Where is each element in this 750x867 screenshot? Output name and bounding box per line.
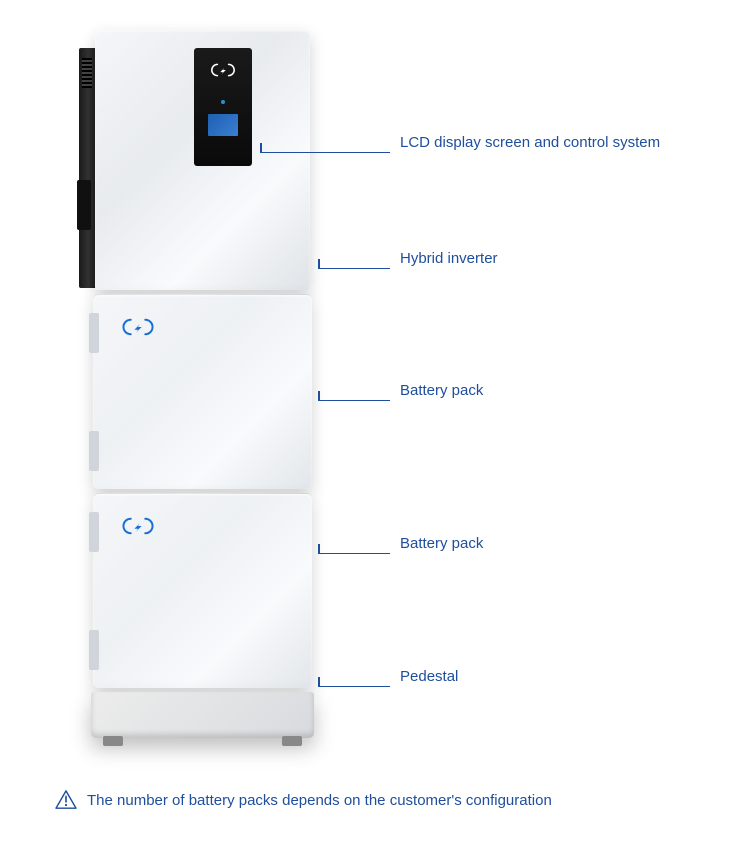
callout-line xyxy=(260,152,390,153)
side-connector xyxy=(77,180,91,230)
callout-1: Hybrid inverter xyxy=(318,250,498,269)
battery-side-bracket xyxy=(89,512,99,552)
lcd-indicator-led xyxy=(221,100,225,104)
lcd-screen xyxy=(208,114,238,136)
battery-side-bracket xyxy=(89,313,99,353)
pedestal-foot xyxy=(103,736,123,746)
battery-side-bracket xyxy=(89,431,99,471)
footer-text: The number of battery packs depends on t… xyxy=(87,792,552,809)
side-vents xyxy=(82,58,92,88)
pedestal-base xyxy=(91,692,314,738)
callout-label: Pedestal xyxy=(390,668,458,687)
callout-4: Pedestal xyxy=(318,668,458,687)
callout-tick xyxy=(318,259,320,269)
brand-logo-icon xyxy=(119,317,157,337)
battery-pack-2 xyxy=(93,493,312,688)
product-diagram: LCD display screen and control system Hyb… xyxy=(0,0,750,780)
brand-logo-icon xyxy=(119,516,157,536)
warning-icon xyxy=(55,790,77,810)
callout-label: Battery pack xyxy=(390,382,483,401)
callout-0: LCD display screen and control system xyxy=(260,134,660,153)
footer-note: The number of battery packs depends on t… xyxy=(55,790,552,810)
lcd-panel xyxy=(194,48,252,166)
callout-label: LCD display screen and control system xyxy=(390,134,660,153)
callout-line xyxy=(318,400,390,401)
battery-side-bracket xyxy=(89,630,99,670)
callout-tick xyxy=(260,143,262,153)
callout-2: Battery pack xyxy=(318,382,483,401)
callout-3: Battery pack xyxy=(318,535,483,554)
callout-line xyxy=(318,686,390,687)
pedestal-foot xyxy=(282,736,302,746)
callout-tick xyxy=(318,391,320,401)
callout-tick xyxy=(318,677,320,687)
callout-line xyxy=(318,268,390,269)
hybrid-inverter-unit xyxy=(95,30,310,290)
brand-logo-icon xyxy=(209,62,237,78)
callout-tick xyxy=(318,544,320,554)
battery-pack-1 xyxy=(93,294,312,489)
callout-label: Battery pack xyxy=(390,535,483,554)
callout-line xyxy=(318,553,390,554)
callout-label: Hybrid inverter xyxy=(390,250,498,269)
